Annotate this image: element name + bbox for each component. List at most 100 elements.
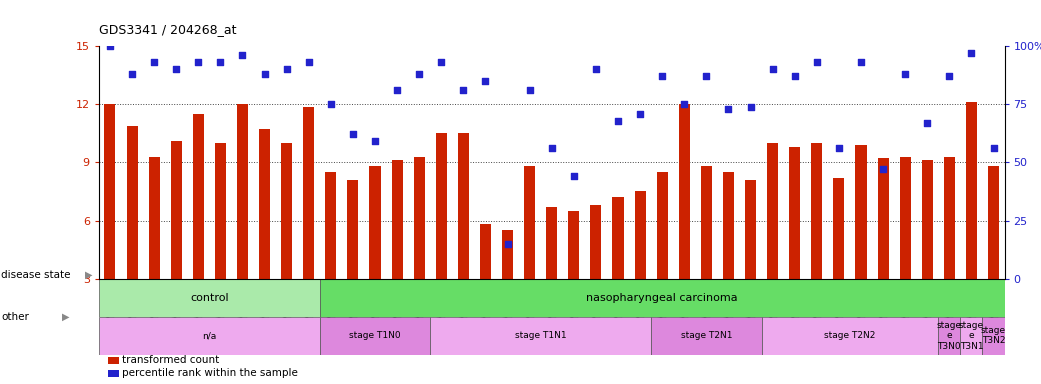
Point — [301, 59, 318, 65]
Bar — [921, 161, 933, 279]
Point — [278, 66, 295, 73]
Bar — [320, 317, 430, 355]
Bar — [320, 279, 1005, 317]
Bar — [348, 180, 358, 279]
Bar — [657, 172, 667, 279]
Point — [610, 118, 627, 124]
Point — [366, 138, 383, 144]
Text: stage T1N0: stage T1N0 — [349, 331, 401, 340]
Text: stage
T3N2: stage T3N2 — [981, 326, 1006, 346]
Point — [786, 73, 803, 79]
Bar — [524, 166, 535, 279]
Bar — [983, 317, 1005, 355]
Point — [543, 146, 560, 152]
Point — [455, 87, 472, 93]
Point — [897, 71, 914, 77]
Point — [565, 173, 582, 179]
Bar — [281, 143, 293, 279]
Bar — [767, 143, 778, 279]
Bar — [430, 317, 651, 355]
Point — [500, 241, 516, 247]
Point — [189, 59, 206, 65]
Point — [941, 73, 958, 79]
Bar — [237, 104, 248, 279]
Text: percentile rank within the sample: percentile rank within the sample — [123, 368, 299, 378]
Point — [985, 146, 1001, 152]
Point — [764, 66, 781, 73]
Point — [146, 59, 162, 65]
Bar — [436, 133, 447, 279]
Text: stage
e
T3N0: stage e T3N0 — [937, 321, 962, 351]
Point — [831, 146, 847, 152]
Bar — [568, 211, 580, 279]
Bar — [391, 161, 403, 279]
Point — [388, 87, 405, 93]
Bar — [149, 157, 159, 279]
Bar — [856, 145, 866, 279]
Text: n/a: n/a — [202, 331, 217, 340]
Bar — [502, 230, 513, 279]
Bar — [458, 133, 468, 279]
Bar — [193, 114, 204, 279]
Point — [168, 66, 184, 73]
Text: stage T2N2: stage T2N2 — [824, 331, 875, 340]
Point — [234, 52, 251, 58]
Bar — [961, 317, 983, 355]
Bar — [325, 172, 336, 279]
Point — [919, 120, 936, 126]
Bar — [480, 224, 491, 279]
Point — [522, 87, 538, 93]
Bar — [679, 104, 690, 279]
Bar — [108, 370, 119, 377]
Bar — [966, 102, 976, 279]
Point — [874, 166, 891, 172]
Text: transformed count: transformed count — [123, 355, 220, 365]
Bar — [547, 207, 557, 279]
Text: other: other — [1, 312, 29, 322]
Text: ▶: ▶ — [62, 312, 70, 322]
Point — [587, 66, 604, 73]
Point — [323, 101, 339, 107]
Point — [809, 59, 826, 65]
Bar — [701, 166, 712, 279]
Bar — [99, 317, 320, 355]
Bar — [590, 205, 602, 279]
Bar — [899, 157, 911, 279]
Point — [676, 101, 692, 107]
Bar — [303, 107, 314, 279]
Bar — [938, 317, 961, 355]
Bar — [988, 166, 999, 279]
Point — [124, 71, 141, 77]
Point — [699, 73, 715, 79]
Bar — [651, 317, 762, 355]
Text: stage T1N1: stage T1N1 — [515, 331, 566, 340]
Bar — [171, 141, 182, 279]
Point — [102, 43, 119, 49]
Bar — [878, 159, 889, 279]
Point — [433, 59, 450, 65]
Bar — [811, 143, 822, 279]
Text: control: control — [191, 293, 229, 303]
Bar — [762, 317, 938, 355]
Text: stage T2N1: stage T2N1 — [681, 331, 732, 340]
Text: stage
e
T3N1: stage e T3N1 — [959, 321, 984, 351]
Text: disease state: disease state — [1, 270, 71, 280]
Point — [853, 59, 869, 65]
Bar — [722, 172, 734, 279]
Bar — [745, 180, 756, 279]
Bar — [99, 279, 320, 317]
Bar — [612, 197, 624, 279]
Bar — [944, 157, 955, 279]
Bar — [789, 147, 801, 279]
Point — [411, 71, 428, 77]
Bar — [635, 192, 645, 279]
Point — [742, 103, 759, 109]
Point — [212, 59, 229, 65]
Point — [256, 71, 273, 77]
Bar — [370, 166, 381, 279]
Point — [654, 73, 670, 79]
Bar — [127, 126, 137, 279]
Bar — [834, 178, 844, 279]
Bar — [413, 157, 425, 279]
Bar — [214, 143, 226, 279]
